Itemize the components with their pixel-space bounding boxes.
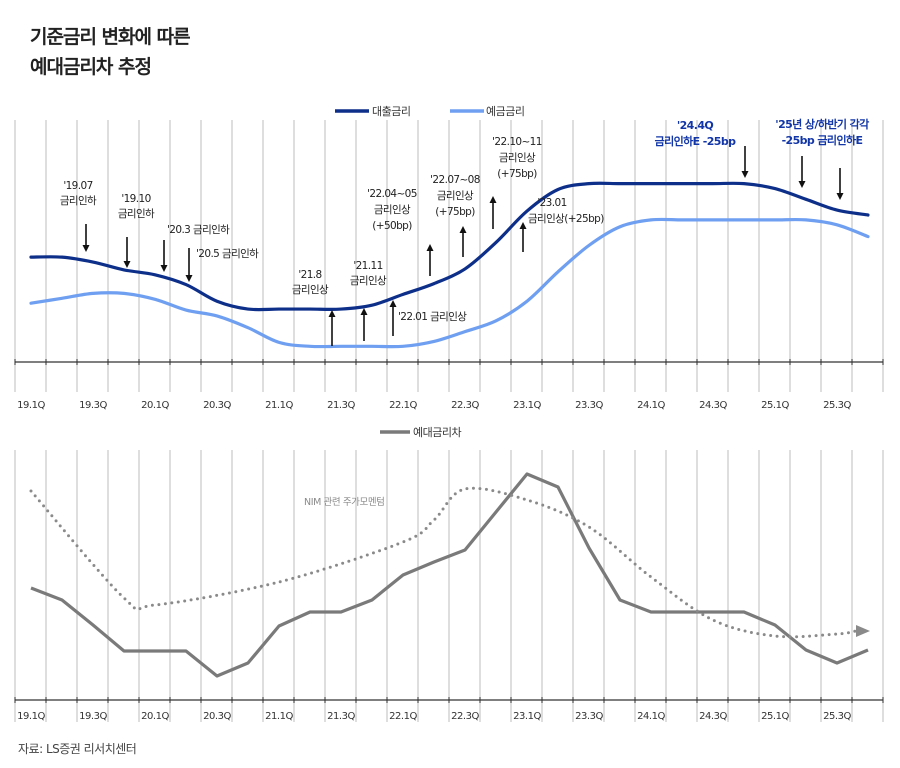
annotation-text: 금리인하E -25bp — [655, 134, 737, 148]
x-tick-label: 19.1Q — [17, 400, 45, 411]
x-tick-label: 22.3Q — [451, 711, 479, 722]
arrowhead — [360, 308, 368, 315]
x-tick-label: 25.1Q — [761, 400, 789, 411]
loan-rate-line — [29, 181, 870, 312]
annotation-text: 금리인상 — [292, 284, 329, 296]
x-tick-label: 22.1Q — [389, 400, 417, 411]
annotation-text: '22.10~11 — [492, 136, 542, 148]
arrowhead — [160, 265, 168, 272]
x-tick-label: 21.3Q — [327, 400, 355, 411]
legend-label: 예대금리차 — [413, 426, 461, 439]
x-tick-label: 25.1Q — [761, 711, 789, 722]
nim-trend-dotted-line — [29, 486, 858, 639]
x-tick-label: 24.3Q — [699, 400, 727, 411]
arrowhead — [798, 181, 806, 188]
annotation-text: 금리인하 — [118, 207, 155, 220]
x-tick-label: 24.1Q — [637, 711, 665, 722]
arrowhead — [389, 300, 397, 307]
annotation: '21.11 금리인상 — [350, 260, 388, 341]
x-tick-label: 24.1Q — [637, 400, 665, 411]
annotation: '20.3 금리인하 — [160, 223, 231, 272]
annotation-text: '19.10 — [121, 193, 150, 205]
x-tick-label: 21.1Q — [265, 711, 293, 722]
annotation: '22.07~08 금리인상 (+75bp) — [430, 174, 480, 257]
arrowhead — [426, 244, 434, 251]
source-note: 자료: LS증권 리서치센터 — [18, 742, 137, 756]
x-tick-label: 23.3Q — [575, 711, 603, 722]
annotation-text: 금리인상 — [437, 190, 474, 202]
annotation: '23.01 금리인상(+25bp) — [519, 197, 605, 252]
annotation: '24.4Q 금리인하E -25bp — [655, 119, 749, 178]
x-tick-label: 21.1Q — [265, 400, 293, 411]
annotation-text: '19.07 — [63, 180, 92, 192]
annotation-text: '21.11 — [353, 260, 382, 272]
annotation-text: 금리인상 — [374, 204, 411, 216]
annotation-text: '22.01 금리인상 — [398, 311, 467, 323]
arrowhead — [519, 222, 527, 229]
x-tick-label: 24.3Q — [699, 711, 727, 722]
x-tick-label: 20.3Q — [203, 400, 231, 411]
annotation-text: '20.5 금리인하 — [196, 247, 259, 260]
annotation: '21.8 금리인상 — [292, 269, 336, 346]
x-tick-label: 22.1Q — [389, 711, 417, 722]
x-tick-label: 19.1Q — [17, 711, 45, 722]
x-tick-label: 21.3Q — [327, 711, 355, 722]
x-tick-label: 20.1Q — [141, 400, 169, 411]
annotation-text: (+50bp) — [372, 220, 412, 232]
x-tick-label: 23.1Q — [513, 400, 541, 411]
legend-label: 대출금리 — [372, 105, 410, 118]
annotation: '19.10 금리인하 — [118, 193, 156, 268]
rate-chart: 19.1Q 19.3Q 20.1Q 20.3Q 21.1Q 21.3Q 22.1Q 22.3Q… — [14, 105, 884, 411]
arrowhead — [123, 261, 131, 268]
annotation: '19.07 금리인하 — [60, 180, 98, 252]
annotation: '22.04~05 금리인상 (+50bp) — [367, 188, 434, 276]
arrowhead — [489, 196, 497, 203]
x-tick-label: 23.3Q — [575, 400, 603, 411]
arrowhead — [741, 171, 749, 178]
x-tick-label: 19.3Q — [79, 400, 107, 411]
annotation: '25년 상/하반기 각각 -25bp 금리인하E — [775, 117, 870, 200]
annotation: '22.01 금리인상 — [389, 300, 468, 336]
arrowhead — [328, 310, 336, 317]
annotation-text: '23.01 — [537, 197, 566, 209]
annotation-text: 금리인상(+25bp) — [528, 213, 604, 225]
annotation-text: -25bp 금리인하E — [782, 133, 863, 147]
x-tick-label: 25.3Q — [823, 711, 851, 722]
spread-line — [30, 472, 869, 678]
figure-title-line-1: 기준금리 변화에 따른 — [30, 26, 191, 48]
annotation-text: '20.3 금리인하 — [167, 223, 230, 236]
figure-title-line-2: 예대금리차 추정 — [30, 56, 152, 78]
spread-chart: 19.1Q 19.3Q 20.1Q 20.3Q 21.1Q 21.3Q 22.1Q 22.3Q… — [14, 426, 884, 722]
trend-arrowhead-icon — [856, 625, 870, 637]
x-tick-label: 23.1Q — [513, 711, 541, 722]
legend-label: 예금금리 — [486, 105, 524, 118]
annotation: '22.10~11 금리인상 (+75bp) — [489, 136, 542, 229]
x-tick-label: 22.3Q — [451, 400, 479, 411]
annotation-text: (+75bp) — [497, 168, 537, 180]
arrowhead — [185, 275, 193, 282]
annotation-text: '22.04~05 — [367, 188, 417, 200]
annotation: '20.5 금리인하 — [185, 247, 260, 282]
arrowhead — [82, 245, 90, 252]
annotation-text: '22.07~08 — [430, 174, 480, 186]
arrowhead — [459, 226, 467, 233]
annotation-text: '25년 상/하반기 각각 — [775, 117, 869, 131]
annotation-text: 금리인상 — [350, 275, 387, 287]
arrowhead — [836, 193, 844, 200]
annotation-text: (+75bp) — [435, 206, 475, 218]
x-tick-label: 25.3Q — [823, 400, 851, 411]
x-tick-label: 20.1Q — [141, 711, 169, 722]
annotation-text: 금리인상 — [499, 152, 536, 164]
deposit-rate-line — [29, 217, 870, 349]
x-tick-label: 19.3Q — [79, 711, 107, 722]
annotation-text: '21.8 — [298, 269, 321, 281]
annotation-text: 금리인하 — [60, 194, 97, 207]
trend-label: NIM 관련 주가모멘텀 — [304, 496, 385, 508]
annotation-text: '24.4Q — [677, 119, 714, 132]
x-tick-label: 20.3Q — [203, 711, 231, 722]
